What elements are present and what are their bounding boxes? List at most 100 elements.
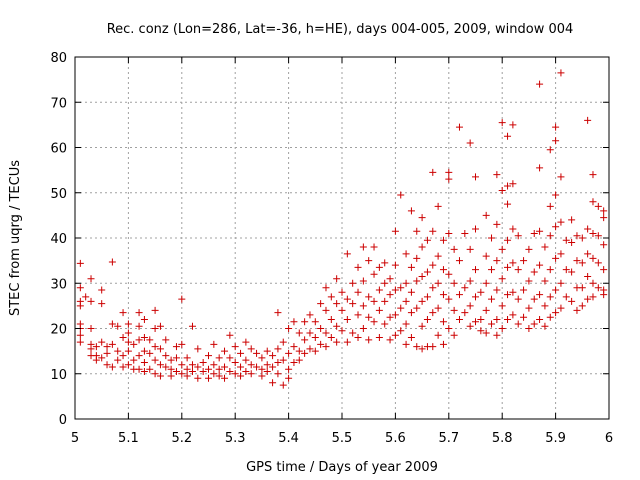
data-point	[594, 259, 602, 267]
data-point	[562, 293, 570, 301]
data-point	[306, 329, 314, 337]
data-point	[509, 288, 517, 296]
data-point	[162, 352, 170, 360]
data-point	[600, 266, 608, 274]
data-point	[391, 261, 399, 269]
data-point	[327, 315, 335, 323]
data-point	[482, 252, 490, 260]
y-tick-label: 60	[50, 142, 67, 157]
data-point	[461, 309, 469, 317]
data-point	[466, 277, 474, 285]
data-point	[536, 164, 544, 172]
data-point	[552, 254, 560, 262]
data-point	[423, 315, 431, 323]
data-point	[423, 293, 431, 301]
data-point	[210, 370, 218, 378]
data-point	[103, 349, 111, 357]
data-point	[450, 245, 458, 253]
data-point	[552, 286, 560, 294]
x-tick-label: 5.3	[225, 431, 246, 446]
data-point	[343, 250, 351, 258]
data-point	[461, 229, 469, 237]
data-point	[573, 257, 581, 265]
data-point	[274, 358, 282, 366]
data-point	[386, 313, 394, 321]
data-point	[600, 291, 608, 299]
data-point	[274, 370, 282, 378]
data-point	[375, 306, 383, 314]
data-point	[279, 356, 287, 364]
data-point	[285, 349, 293, 357]
data-point	[509, 259, 517, 267]
data-point	[343, 295, 351, 303]
data-point	[445, 229, 453, 237]
data-point	[167, 356, 175, 364]
y-tick-label: 10	[50, 368, 67, 383]
data-point	[584, 116, 592, 124]
data-point	[418, 297, 426, 305]
data-point	[552, 191, 560, 199]
data-point	[413, 277, 421, 285]
data-point	[167, 365, 175, 373]
data-point	[541, 302, 549, 310]
data-point	[76, 331, 84, 339]
data-point	[359, 325, 367, 332]
data-point	[290, 343, 298, 351]
data-point	[311, 334, 319, 342]
data-point	[439, 318, 447, 326]
data-point	[439, 340, 447, 348]
data-point	[178, 370, 186, 378]
x-tick-label: 5.4	[278, 431, 299, 446]
x-tick-label: 5	[71, 431, 79, 446]
data-point	[247, 370, 255, 378]
data-point	[237, 372, 245, 380]
data-point	[92, 356, 100, 364]
data-point	[146, 336, 154, 344]
data-point	[375, 334, 383, 342]
data-point	[530, 229, 538, 237]
data-point	[498, 186, 506, 194]
data-point	[434, 304, 442, 312]
y-tick-label: 70	[50, 96, 67, 111]
data-point	[135, 365, 143, 373]
data-point	[247, 361, 255, 369]
data-point	[87, 297, 95, 305]
data-point	[536, 261, 544, 269]
data-point	[520, 313, 528, 321]
grid-lines	[75, 57, 609, 419]
data-point	[194, 345, 202, 353]
data-point	[349, 329, 357, 337]
data-point	[504, 291, 512, 299]
data-point	[434, 252, 442, 260]
data-point	[338, 288, 346, 296]
y-tick-label: 30	[50, 277, 67, 292]
data-point	[87, 345, 95, 353]
data-point	[151, 343, 159, 351]
data-point	[413, 227, 421, 235]
data-point	[322, 284, 330, 292]
x-tick-label: 5.2	[171, 431, 192, 446]
data-point	[124, 320, 132, 328]
data-point	[573, 232, 581, 240]
data-point	[327, 334, 335, 342]
data-point	[600, 241, 608, 249]
data-point	[402, 297, 410, 305]
data-point	[114, 322, 122, 330]
data-point	[114, 347, 122, 355]
data-point	[221, 363, 229, 371]
data-point	[439, 266, 447, 274]
data-point	[140, 334, 148, 342]
data-point	[578, 302, 586, 310]
data-point	[151, 306, 159, 314]
data-point	[584, 250, 592, 258]
data-point	[407, 288, 415, 296]
data-point	[455, 257, 463, 265]
data-point	[333, 300, 341, 308]
data-point	[178, 340, 186, 348]
data-point	[472, 266, 479, 274]
data-point	[429, 343, 437, 351]
data-point	[397, 327, 405, 335]
data-point	[493, 331, 501, 339]
data-point	[530, 295, 538, 303]
data-point	[263, 361, 271, 369]
